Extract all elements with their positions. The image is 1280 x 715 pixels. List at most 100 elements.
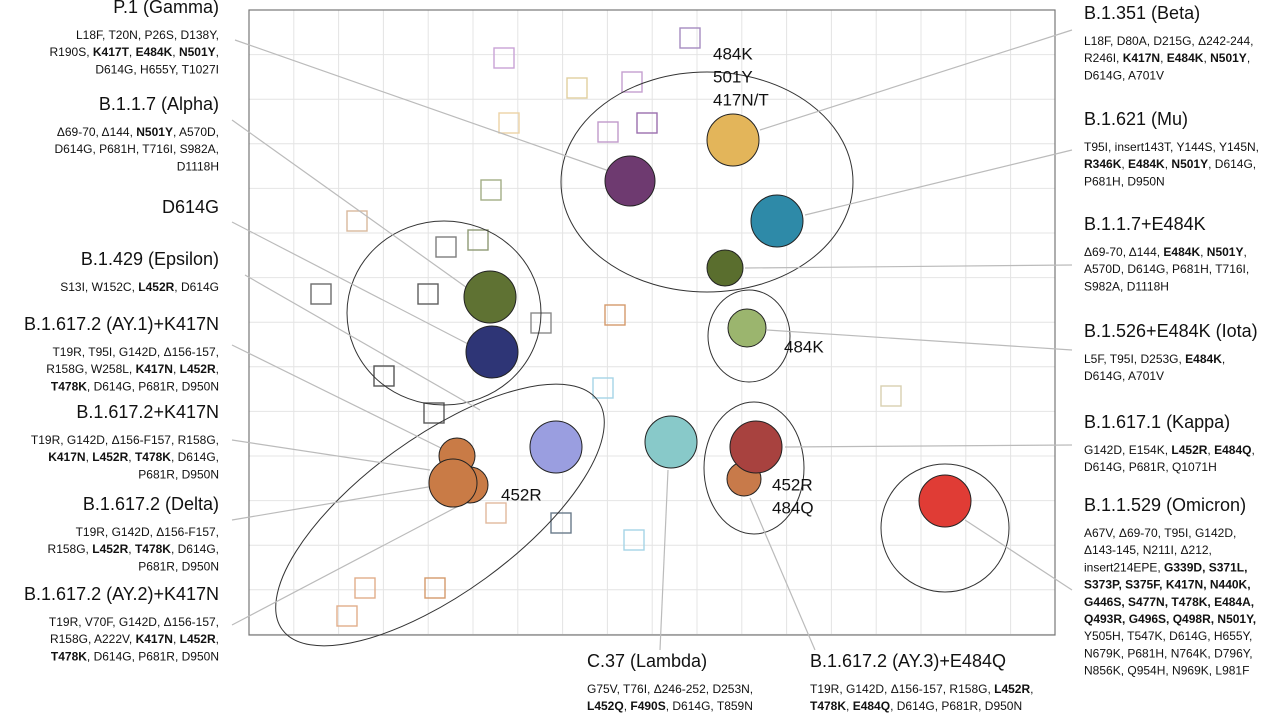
mutation: T19R, G142D, Δ156-F157, (76, 525, 219, 539)
arrow (231, 119, 471, 291)
mutation: G446S, S477N, T478K, E484A, (1084, 595, 1254, 609)
serum (550, 512, 572, 534)
mutation-line: Y505H, T547K, D614G, H655Y, (1084, 629, 1252, 643)
virus (727, 308, 767, 348)
viruses (428, 113, 972, 528)
mutation: N679K, P681H, N764K, D796Y, (1084, 646, 1253, 660)
mutation: K417N (136, 362, 173, 376)
mutation-line: L452Q, F490S, D614G, T859N (587, 699, 753, 713)
mutation: , D614G, P681R, D950N (87, 379, 219, 393)
mutation: A570D, D614G, P681H, T716I, (1084, 262, 1249, 276)
mutation: Δ69-70, Δ144, (57, 125, 136, 139)
serum (621, 71, 643, 93)
serum (493, 47, 515, 69)
mutation: insert214EPE, (1084, 560, 1164, 574)
mutation: , (128, 542, 135, 556)
mutation-line: R346K, E484K, N501Y, D614G, (1084, 157, 1256, 171)
cluster-ellipse (560, 71, 854, 293)
cluster-label: 484Q (772, 498, 814, 517)
mutation: K417T (93, 45, 130, 59)
mutation-line: S373P, S375F, K417N, N440K, (1084, 577, 1251, 591)
label-title: B.1.1.7 (Alpha) (99, 94, 219, 114)
mutation: L452R (180, 632, 216, 646)
arrow (231, 499, 471, 626)
mutation: G75V, T76I, Δ246-252, D253N, (587, 682, 753, 696)
mutation: T19R, G142D, Δ156-157, R158G, (810, 682, 994, 696)
cluster-ellipse (880, 463, 1010, 593)
mutation: , D614G, T859N (666, 699, 753, 713)
mutation: Q493R, G496S, Q498R, N501Y, (1084, 612, 1256, 626)
mutation: L5F, T95I, D253G, (1084, 352, 1185, 366)
mutation: G339D, S371L, (1164, 560, 1247, 574)
virus (706, 249, 744, 287)
mutation: P681R, D950N (138, 467, 219, 481)
mutation-line: D614G, H655Y, T1027I (95, 62, 219, 76)
mutation-line: L5F, T95I, D253G, E484K, (1084, 352, 1225, 366)
virus (604, 155, 656, 207)
mutation: , (129, 45, 136, 59)
mutation-line: T478K, D614G, P681R, D950N (51, 379, 219, 393)
mutation-line: T19R, G142D, Δ156-F157, (76, 525, 219, 539)
virus (428, 458, 478, 508)
arrow (234, 39, 613, 173)
virus (750, 194, 804, 248)
mutation: , (1030, 682, 1033, 696)
serum (467, 229, 489, 251)
mutation: G142D, E154K, (1084, 443, 1171, 457)
mutation: , (1222, 352, 1225, 366)
mutation: Δ69-70, Δ144, (1084, 245, 1163, 259)
mutation-line: insert214EPE, G339D, S371L, (1084, 560, 1247, 574)
mutation: N501Y (1207, 245, 1244, 259)
mutation: , (128, 450, 135, 464)
label-title: B.1.1.529 (Omicron) (1084, 495, 1246, 515)
virus (463, 270, 517, 324)
label-title: B.1.617.2 (Delta) (83, 494, 219, 514)
mutation: , (216, 632, 219, 646)
virus (465, 325, 519, 379)
mutation: P681H, D950N (1084, 174, 1165, 188)
mutation: , (1207, 443, 1214, 457)
map-frame (248, 9, 1056, 636)
mutation-line: A570D, D614G, P681H, T716I, (1084, 262, 1249, 276)
mutation: , D614G, P681R, D950N (890, 699, 1022, 713)
label-title: B.1.429 (Epsilon) (81, 249, 219, 269)
mutation-line: T19R, T95I, G142D, Δ156-157, (52, 345, 219, 359)
mutation-line: T19R, G142D, Δ156-F157, R158G, (31, 433, 219, 447)
label-title: P.1 (Gamma) (113, 0, 219, 17)
virus (529, 420, 583, 474)
mutation: , (1244, 245, 1247, 259)
mutation: N501Y (179, 45, 216, 59)
serum (498, 112, 520, 134)
label-title: B.1.526+E484K (Iota) (1084, 321, 1258, 341)
mutation-line: P681R, D950N (138, 559, 219, 573)
arrow (766, 329, 1073, 351)
serum (679, 27, 701, 49)
labels: P.1 (Gamma) L18F, T20N, P26S, D138Y, R190S… (24, 0, 1259, 713)
mutation: T478K (51, 649, 87, 663)
mutation-line: N856K, Q954H, N969K, L981F (1084, 663, 1249, 677)
mutation: R246I, (1084, 51, 1123, 65)
mutation-line: T19R, G142D, Δ156-157, R158G, L452R, (810, 682, 1034, 696)
mutation: L18F, D80A, D215G, Δ242-244, (1084, 34, 1253, 48)
arrow (231, 344, 446, 451)
mutation: N856K, Q954H, N969K, L981F (1084, 663, 1249, 677)
mutation: T478K (51, 379, 87, 393)
label-title: D614G (162, 197, 219, 217)
mutation: E484K (1185, 352, 1222, 366)
mutation: L452R (138, 280, 174, 294)
mutation-line: D1118H (177, 159, 219, 173)
mutation: D614G, H655Y, T1027I (95, 62, 219, 76)
mutation: , (1165, 157, 1172, 171)
arrow (759, 29, 1073, 131)
serum (310, 283, 332, 305)
mutation-line: Δ69-70, Δ144, N501Y, A570D, (57, 125, 219, 139)
mutation: , (173, 362, 180, 376)
mutation-line: G446S, S477N, T478K, E484A, (1084, 595, 1254, 609)
mutation: , D614G, (171, 542, 219, 556)
mutation: , (846, 699, 853, 713)
mutation: , (173, 632, 180, 646)
arrow (784, 444, 1073, 448)
mutation-line: R158G, A222V, K417N, L452R, (50, 632, 219, 646)
grid (249, 10, 1055, 635)
